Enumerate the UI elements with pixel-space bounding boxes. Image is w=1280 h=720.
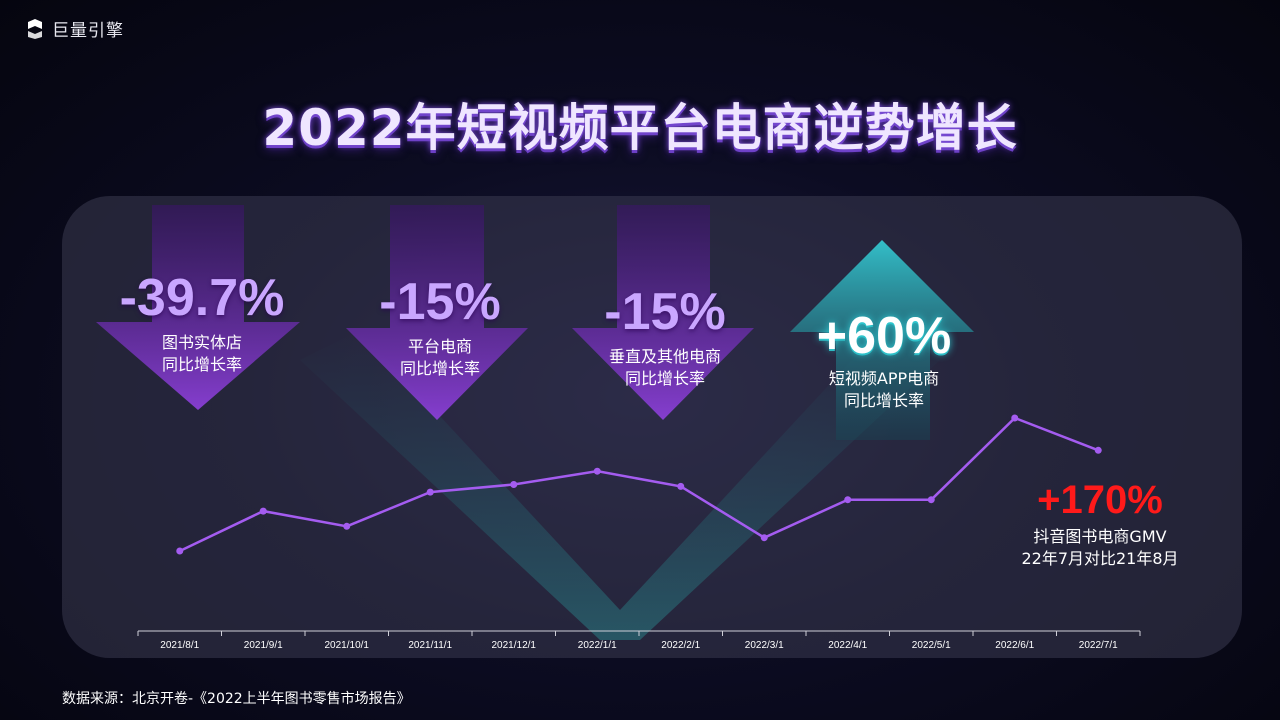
callout-value: -15%	[379, 273, 501, 331]
callout-short-video: +60% 短视频APP电商 同比增长率	[786, 310, 982, 412]
data-point	[844, 496, 852, 504]
callout-douyin-gmv: +170% 抖音图书电商GMV 22年7月对比21年8月	[1000, 480, 1200, 570]
x-tick-label: 2021/10/1	[325, 640, 370, 651]
data-point	[176, 547, 184, 555]
down-arrow-bookstore	[96, 205, 300, 410]
data-point	[677, 482, 685, 490]
x-tick-label: 2021/11/1	[408, 640, 452, 651]
x-tick-label: 2022/4/1	[828, 640, 867, 651]
callout-vertical: -15% 垂直及其他电商 同比增长率	[572, 286, 758, 390]
page-title: 2022年短视频平台电商逆势增长	[262, 99, 1018, 157]
down-arrow-vertical	[572, 205, 754, 420]
up-arrow-short-video	[790, 240, 974, 440]
brand-name: 巨量引擎	[52, 21, 124, 41]
data-source-note: 数据来源：北京开卷-《2022上半年图书零售市场报告》	[62, 691, 411, 707]
data-point	[1011, 414, 1019, 422]
callout-label-1: 平台电商	[407, 337, 472, 356]
data-point	[259, 507, 267, 515]
data-point	[593, 467, 601, 475]
x-tick-label: 2021/9/1	[244, 640, 283, 651]
brand-mark-icon	[28, 18, 42, 39]
x-tick-label: 2021/12/1	[492, 640, 537, 651]
x-tick-label: 2022/6/1	[995, 640, 1034, 651]
callout-label-2: 22年7月对比21年8月	[1021, 549, 1179, 568]
data-point	[343, 522, 351, 530]
x-tick-label: 2022/2/1	[661, 640, 700, 651]
data-point	[426, 488, 434, 496]
x-tick-label: 2022/1/1	[578, 640, 617, 651]
callout-label-2: 同比增长率	[399, 359, 480, 378]
callout-label-1: 抖音图书电商GMV	[1033, 527, 1167, 546]
callout-value: +60%	[816, 307, 952, 365]
x-tick-label: 2022/7/1	[1079, 640, 1118, 651]
callout-platform: -15% 平台电商 同比增长率	[350, 276, 530, 380]
series-line	[179, 416, 1099, 553]
down-arrow-platform	[346, 205, 528, 420]
data-point	[760, 534, 768, 542]
callout-label-1: 短视频APP电商	[828, 369, 940, 388]
x-tick-label: 2022/3/1	[745, 640, 784, 651]
x-tick-label: 2022/5/1	[912, 640, 951, 651]
data-point	[510, 481, 518, 488]
callout-label-2: 同比增长率	[624, 369, 705, 388]
callout-bookstore: -39.7% 图书实体店 同比增长率	[104, 272, 300, 376]
callout-label-2: 同比增长率	[161, 355, 242, 374]
data-point	[927, 496, 935, 504]
callout-value: +170%	[1037, 478, 1163, 522]
data-point	[1094, 446, 1102, 454]
callout-label-1: 垂直及其他电商	[608, 347, 721, 366]
callout-value: -15%	[604, 283, 726, 341]
callout-value: -39.7%	[119, 269, 285, 327]
x-tick-label: 2021/8/1	[160, 640, 199, 651]
callout-label-2: 同比增长率	[843, 391, 924, 410]
callout-label-1: 图书实体店	[161, 333, 242, 352]
brand-logo: 巨量引擎	[24, 16, 124, 41]
